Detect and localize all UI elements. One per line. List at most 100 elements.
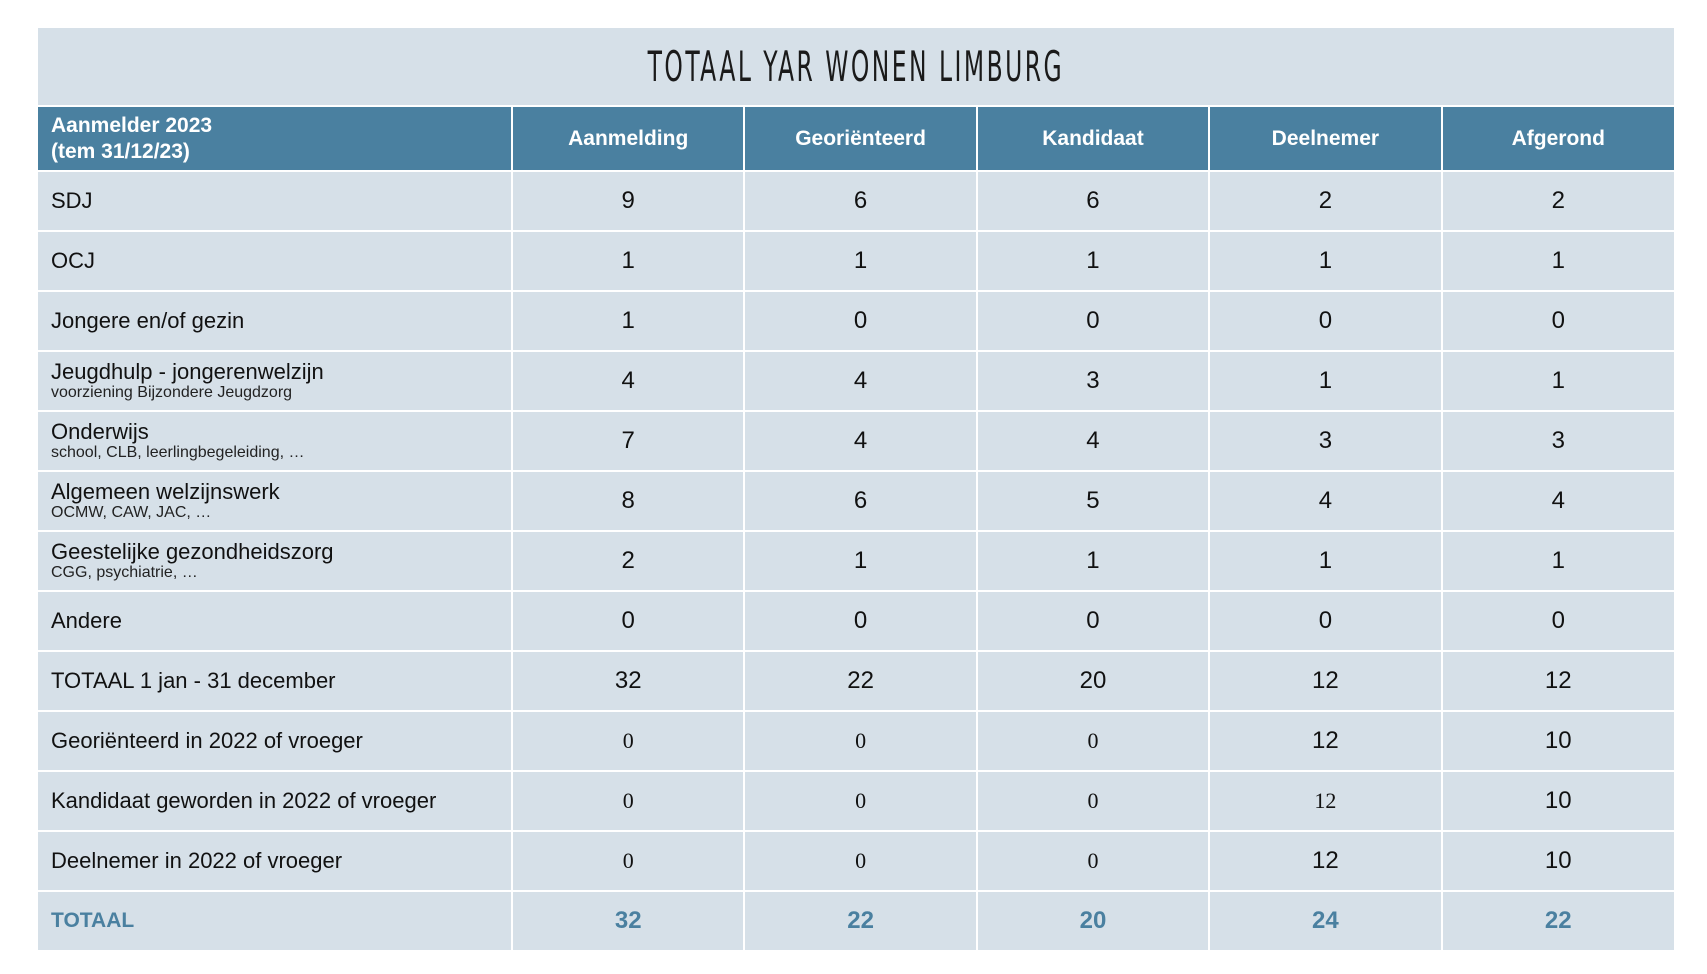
grand-total-cell: 24 (1209, 890, 1443, 950)
table-row: Jeugdhulp - jongerenwelzijn voorziening … (38, 351, 1674, 412)
table-cell: 0 (976, 591, 1211, 652)
period-total-cell: 12 (1209, 650, 1443, 712)
table-row: SDJ 9 6 6 2 2 (38, 171, 1674, 232)
row-label: Algemeen welzijnswerk (51, 479, 280, 504)
grand-total-row: TOTAAL 32 22 20 24 22 (38, 890, 1674, 950)
table-cell: 4 (1441, 471, 1674, 532)
summary-sheet: TOTAAL YAR WONEN LIMBURG Aanmelder 2023 … (38, 28, 1674, 950)
table-cell: 0 (1209, 591, 1443, 652)
table-cell: 1 (1441, 231, 1674, 292)
table-cell: 6 (744, 171, 978, 232)
header-col-aanmelding: Aanmelding (512, 107, 746, 172)
table-cell: 1 (1209, 531, 1443, 592)
table-cell: 2 (1441, 171, 1674, 232)
table-cell: 0 (744, 291, 978, 352)
table-cell: 0 (744, 710, 978, 772)
period-total-cell: 20 (976, 650, 1211, 712)
table-cell: 0 (512, 710, 746, 772)
table-cell: 1 (1441, 531, 1674, 592)
row-label: Andere (51, 608, 122, 633)
table-row: Algemeen welzijnswerk OCMW, CAW, JAC, … … (38, 471, 1674, 532)
row-label: Jeugdhulp - jongerenwelzijn (51, 359, 324, 384)
row-sublabel: voorziening Bijzondere Jeugdzorg (51, 384, 293, 401)
table-cell: 8 (512, 471, 746, 532)
table-cell: 12 (1209, 710, 1443, 772)
row-label-cell: Jeugdhulp - jongerenwelzijn voorziening … (38, 351, 513, 412)
table-cell: 10 (1441, 710, 1674, 772)
grand-total-cell: 32 (512, 890, 746, 950)
table-cell: 0 (512, 591, 746, 652)
row-label: SDJ (51, 188, 93, 213)
table-cell: 0 (1441, 591, 1674, 652)
page-title: TOTAAL YAR WONEN LIMBURG (647, 42, 1065, 91)
row-label-cell: Geestelijke gezondheidszorg CGG, psychia… (38, 531, 513, 592)
table-cell: 1 (744, 531, 978, 592)
period-total-cell: 22 (744, 650, 978, 712)
table-cell: 0 (744, 831, 978, 892)
table-cell: 0 (744, 771, 978, 832)
table-row: OCJ 1 1 1 1 1 (38, 231, 1674, 292)
row-label-cell: OCJ (38, 231, 513, 292)
period-total-cell: 12 (1441, 650, 1674, 712)
table-cell: 0 (976, 291, 1211, 352)
table-cell: 3 (1441, 411, 1674, 472)
period-total-cell: 32 (512, 650, 746, 712)
header-col-afgerond: Afgerond (1441, 107, 1674, 172)
table-cell: 0 (512, 831, 746, 892)
table-cell: 1 (1209, 231, 1443, 292)
row-label: OCJ (51, 248, 95, 273)
table-cell: 1 (976, 531, 1211, 592)
table-row: Jongere en/of gezin 1 0 0 0 0 (38, 291, 1674, 352)
prior-row-label: Georiënteerd in 2022 of vroeger (38, 710, 513, 772)
table-cell: 6 (976, 171, 1211, 232)
grand-total-label: TOTAAL (38, 890, 513, 950)
grand-total-cell: 22 (1441, 890, 1674, 950)
row-sublabel: OCMW, CAW, JAC, … (51, 504, 212, 521)
table-cell: 3 (976, 351, 1211, 412)
table-cell: 4 (1209, 471, 1443, 532)
table-row: Andere 0 0 0 0 0 (38, 591, 1674, 652)
prior-row: Georiënteerd in 2022 of vroeger 0 0 0 12… (38, 710, 1674, 772)
table-row: Onderwijs school, CLB, leerlingbegeleidi… (38, 411, 1674, 472)
header-col-georienteerd: Georiënteerd (744, 107, 978, 172)
table-cell: 3 (1209, 411, 1443, 472)
row-sublabel: CGG, psychiatrie, … (51, 564, 198, 581)
period-total-row: TOTAAL 1 jan - 31 december 32 22 20 12 1… (38, 650, 1674, 712)
table-row: Geestelijke gezondheidszorg CGG, psychia… (38, 531, 1674, 592)
row-label-cell: Onderwijs school, CLB, leerlingbegeleidi… (38, 411, 513, 472)
table-cell: 1 (512, 291, 746, 352)
table-cell: 0 (976, 771, 1211, 832)
row-label: Geestelijke gezondheidszorg (51, 539, 334, 564)
prior-row-label: Kandidaat geworden in 2022 of vroeger (38, 771, 513, 832)
row-label: Onderwijs (51, 419, 149, 444)
table-cell: 0 (1209, 291, 1443, 352)
header-first-line2: (tem 31/12/23) (51, 139, 190, 163)
prior-row-label: Deelnemer in 2022 of vroeger (38, 831, 513, 892)
table-cell: 4 (744, 351, 978, 412)
row-label: Jongere en/of gezin (51, 308, 245, 333)
grand-total-cell: 20 (976, 890, 1211, 950)
table-cell: 2 (512, 531, 746, 592)
period-total-label: TOTAAL 1 jan - 31 december (38, 650, 513, 712)
header-row: Aanmelder 2023 (tem 31/12/23) Aanmelding… (38, 107, 1674, 172)
header-col-deelnemer: Deelnemer (1209, 107, 1443, 172)
table-cell: 4 (512, 351, 746, 412)
header-col-kandidaat: Kandidaat (976, 107, 1211, 172)
row-sublabel: school, CLB, leerlingbegeleiding, … (51, 444, 305, 461)
table-cell: 10 (1441, 831, 1674, 892)
header-first-line1: Aanmelder 2023 (51, 113, 213, 137)
title-bar: TOTAAL YAR WONEN LIMBURG (38, 28, 1674, 107)
header-first-cell: Aanmelder 2023 (tem 31/12/23) (38, 107, 513, 172)
table-cell: 0 (1441, 291, 1674, 352)
row-label-cell: Algemeen welzijnswerk OCMW, CAW, JAC, … (38, 471, 513, 532)
table-cell: 9 (512, 171, 746, 232)
table-cell: 12 (1209, 831, 1443, 892)
table-cell: 1 (976, 231, 1211, 292)
prior-row: Kandidaat geworden in 2022 of vroeger 0 … (38, 771, 1674, 832)
table-cell: 1 (744, 231, 978, 292)
prior-row: Deelnemer in 2022 of vroeger 0 0 0 12 10 (38, 831, 1674, 892)
table-cell: 1 (1441, 351, 1674, 412)
table-cell: 12 (1209, 771, 1443, 832)
table-cell: 4 (976, 411, 1211, 472)
row-label-cell: SDJ (38, 171, 513, 232)
